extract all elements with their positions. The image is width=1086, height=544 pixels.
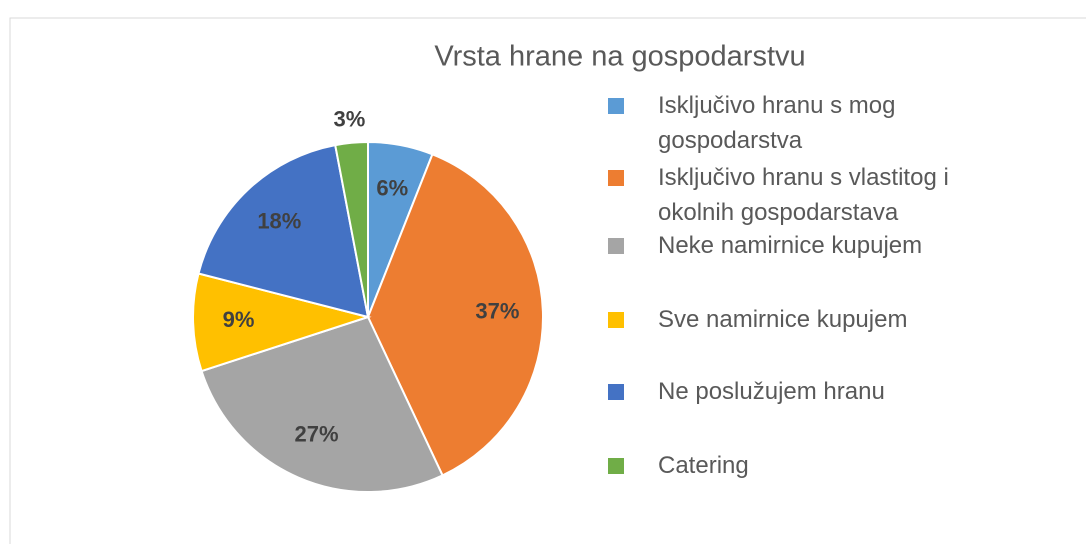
pie-slice — [200, 315, 444, 493]
legend-label: Isključivo hranu s vlastitog i okolnih g… — [658, 164, 949, 226]
legend-swatch — [608, 98, 624, 114]
data-label: 27% — [295, 422, 339, 447]
chart-title: Vrsta hrane na gospodarstvu — [434, 41, 805, 73]
legend-label: Sve namirnice kupujem — [658, 306, 908, 333]
legend-swatch — [608, 238, 624, 254]
data-label: 18% — [257, 208, 301, 233]
legend-item: Ne poslužujem hranu — [608, 374, 1028, 409]
legend-swatch — [608, 312, 624, 328]
chart-frame — [9, 17, 1086, 544]
legend-item: Isključivo hranu s vlastitog i okolnih g… — [608, 160, 1028, 230]
legend-label: Ne poslužujem hranu — [658, 378, 885, 405]
legend-swatch — [608, 170, 624, 186]
legend-item: Isključivo hranu s mog gospodarstva — [608, 88, 1028, 158]
legend-swatch — [608, 384, 624, 400]
legend-label: Neke namirnice kupujem — [658, 232, 923, 259]
pie-slice — [192, 272, 372, 373]
pie-slice — [197, 143, 370, 319]
legend-item: Neke namirnice kupujem — [608, 228, 1028, 263]
data-label: 37% — [475, 299, 519, 324]
legend-label: Catering — [658, 452, 749, 479]
data-label: 3% — [334, 107, 366, 132]
legend-item: Sve namirnice kupujem — [608, 302, 1028, 337]
legend-label: Isključivo hranu s mog gospodarstva — [658, 92, 896, 154]
data-label: 9% — [223, 307, 255, 332]
data-label: 6% — [376, 176, 408, 201]
pie-slice — [334, 140, 369, 318]
pie-slice — [366, 152, 544, 477]
legend-swatch — [608, 458, 624, 474]
legend-item: Catering — [608, 448, 1028, 483]
